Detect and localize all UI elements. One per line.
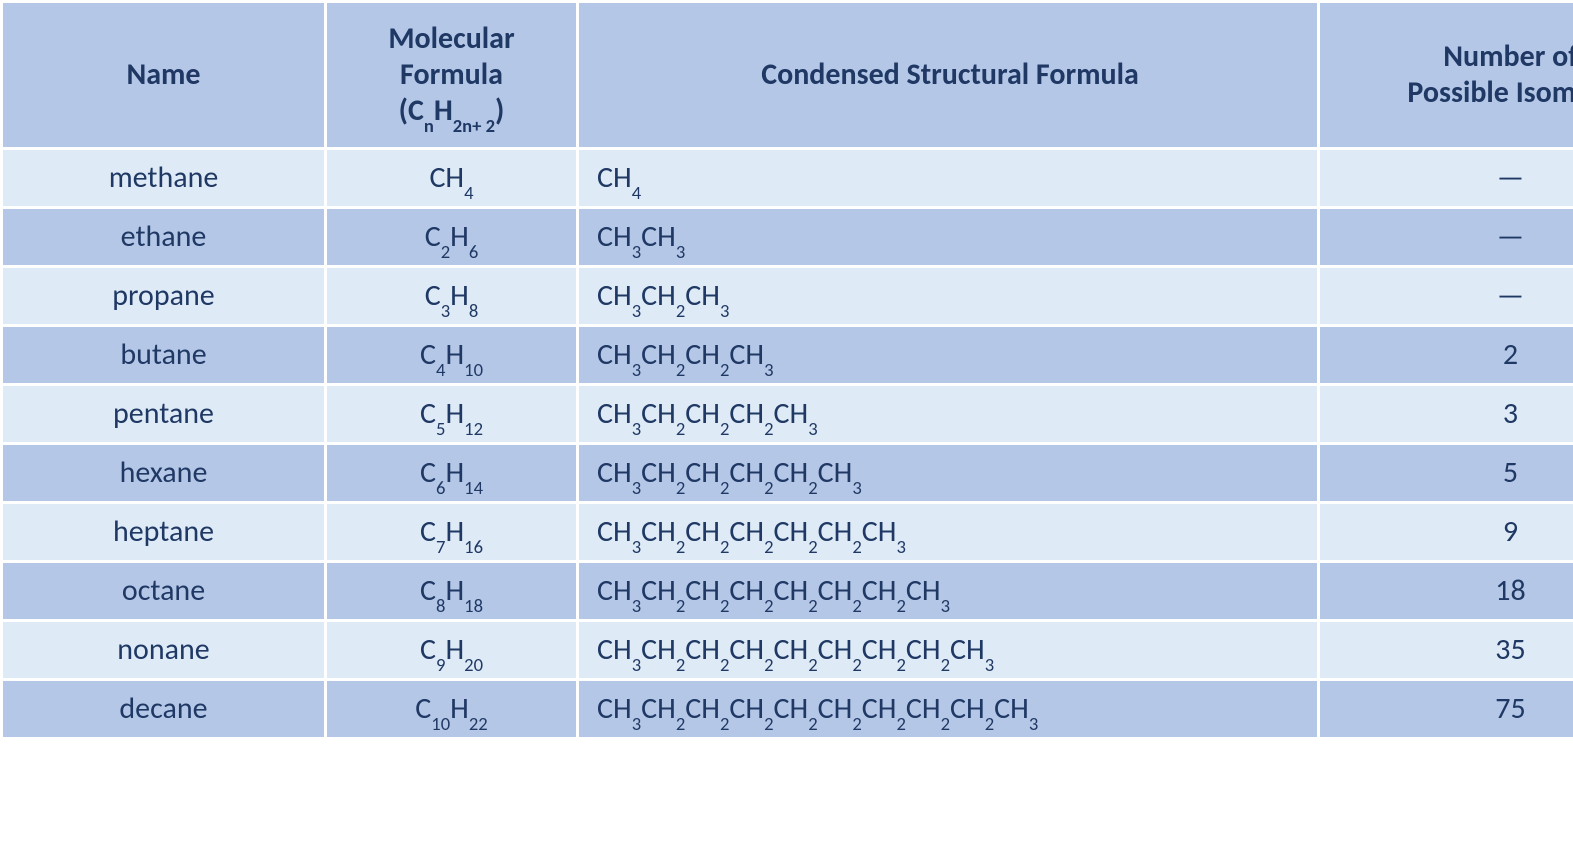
cell-name: butane (2, 326, 326, 385)
cell-name: methane (2, 149, 326, 208)
cell-molecular-formula: C5H12 (326, 385, 578, 444)
cell-molecular-formula: C9H20 (326, 621, 578, 680)
col-header-molecular-formula: MolecularFormula(CnH2n+ 2) (326, 2, 578, 149)
cell-isomers: — (1319, 149, 1573, 208)
cell-condensed-structural-formula: CH3CH2CH2CH2CH2CH2CH2CH2CH2CH3 (578, 680, 1319, 739)
cell-condensed-structural-formula: CH3CH2CH2CH2CH3 (578, 385, 1319, 444)
cell-isomers: 5 (1319, 444, 1573, 503)
cell-isomers: — (1319, 267, 1573, 326)
alkanes-table: Name MolecularFormula(CnH2n+ 2) Condense… (0, 0, 1573, 740)
table-row: octaneC8H18CH3CH2CH2CH2CH2CH2CH2CH318 (2, 562, 1573, 621)
cell-name: pentane (2, 385, 326, 444)
cell-molecular-formula: C7H16 (326, 503, 578, 562)
cell-name: ethane (2, 208, 326, 267)
cell-name: heptane (2, 503, 326, 562)
table-header-row: Name MolecularFormula(CnH2n+ 2) Condense… (2, 2, 1573, 149)
cell-name: octane (2, 562, 326, 621)
cell-molecular-formula: C4H10 (326, 326, 578, 385)
cell-isomers: 3 (1319, 385, 1573, 444)
cell-condensed-structural-formula: CH4 (578, 149, 1319, 208)
table-row: butaneC4H10CH3CH2CH2CH32 (2, 326, 1573, 385)
cell-molecular-formula: CH4 (326, 149, 578, 208)
table-row: nonaneC9H20CH3CH2CH2CH2CH2CH2CH2CH2CH335 (2, 621, 1573, 680)
table-row: pentaneC5H12CH3CH2CH2CH2CH33 (2, 385, 1573, 444)
cell-condensed-structural-formula: CH3CH2CH2CH2CH2CH3 (578, 444, 1319, 503)
alkanes-table-wrapper: Name MolecularFormula(CnH2n+ 2) Condense… (0, 0, 1573, 740)
cell-molecular-formula: C10H22 (326, 680, 578, 739)
cell-isomers: — (1319, 208, 1573, 267)
cell-condensed-structural-formula: CH3CH2CH3 (578, 267, 1319, 326)
col-header-condensed-structural-formula: Condensed Structural Formula (578, 2, 1319, 149)
cell-molecular-formula: C8H18 (326, 562, 578, 621)
cell-name: propane (2, 267, 326, 326)
cell-condensed-structural-formula: CH3CH2CH2CH2CH2CH2CH2CH3 (578, 562, 1319, 621)
cell-isomers: 75 (1319, 680, 1573, 739)
cell-name: decane (2, 680, 326, 739)
col-header-isomers: Number ofPossible Isomers (1319, 2, 1573, 149)
cell-condensed-structural-formula: CH3CH2CH2CH3 (578, 326, 1319, 385)
table-body: methaneCH4CH4—ethaneC2H6CH3CH3—propaneC3… (2, 149, 1573, 739)
table-row: propaneC3H8CH3CH2CH3— (2, 267, 1573, 326)
cell-isomers: 18 (1319, 562, 1573, 621)
cell-molecular-formula: C2H6 (326, 208, 578, 267)
cell-isomers: 35 (1319, 621, 1573, 680)
cell-condensed-structural-formula: CH3CH2CH2CH2CH2CH2CH2CH2CH3 (578, 621, 1319, 680)
table-row: heptaneC7H16CH3CH2CH2CH2CH2CH2CH39 (2, 503, 1573, 562)
cell-molecular-formula: C3H8 (326, 267, 578, 326)
cell-condensed-structural-formula: CH3CH2CH2CH2CH2CH2CH3 (578, 503, 1319, 562)
table-row: hexaneC6H14CH3CH2CH2CH2CH2CH35 (2, 444, 1573, 503)
col-header-name: Name (2, 2, 326, 149)
table-row: ethaneC2H6CH3CH3— (2, 208, 1573, 267)
cell-name: nonane (2, 621, 326, 680)
cell-molecular-formula: C6H14 (326, 444, 578, 503)
cell-isomers: 9 (1319, 503, 1573, 562)
cell-isomers: 2 (1319, 326, 1573, 385)
cell-condensed-structural-formula: CH3CH3 (578, 208, 1319, 267)
cell-name: hexane (2, 444, 326, 503)
table-row: methaneCH4CH4— (2, 149, 1573, 208)
table-header: Name MolecularFormula(CnH2n+ 2) Condense… (2, 2, 1573, 149)
table-row: decaneC10H22CH3CH2CH2CH2CH2CH2CH2CH2CH2C… (2, 680, 1573, 739)
